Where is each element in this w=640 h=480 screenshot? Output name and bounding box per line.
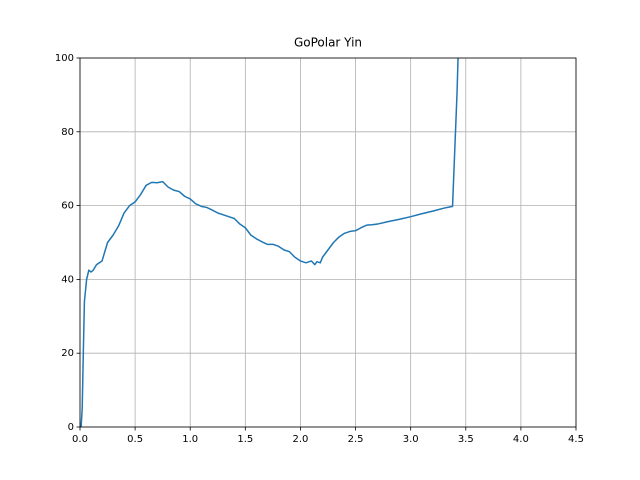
x-tick-label: 2.5 bbox=[348, 434, 364, 445]
y-tick-label: 40 bbox=[61, 274, 74, 285]
plot-area bbox=[80, 58, 459, 427]
y-tick-label: 60 bbox=[61, 201, 74, 212]
x-tick-label: 0.5 bbox=[127, 434, 143, 445]
x-tick-label: 4.5 bbox=[568, 434, 584, 445]
y-tick-label: 20 bbox=[61, 348, 74, 359]
x-tick-label: 3.0 bbox=[403, 434, 419, 445]
y-tick-label: 80 bbox=[61, 127, 74, 138]
x-tick-label: 0.0 bbox=[72, 434, 88, 445]
x-tick-label: 1.0 bbox=[182, 434, 198, 445]
x-tick-label: 1.5 bbox=[237, 434, 253, 445]
x-tick-label: 3.5 bbox=[458, 434, 474, 445]
x-tick-label: 4.0 bbox=[513, 434, 529, 445]
ticks: 0.0 0.5 1.0 1.5 2.0 2.5 3.0 3.5 4.0 4.5 0 20 40 60 80 1… bbox=[55, 53, 584, 445]
y-tick-label: 0 bbox=[68, 422, 74, 433]
chart-title: GoPolar Yin bbox=[294, 36, 362, 50]
line-series bbox=[80, 58, 459, 427]
y-tick-label: 100 bbox=[55, 53, 74, 64]
axes-frame bbox=[79, 57, 577, 428]
x-tick-label: 2.0 bbox=[292, 434, 308, 445]
